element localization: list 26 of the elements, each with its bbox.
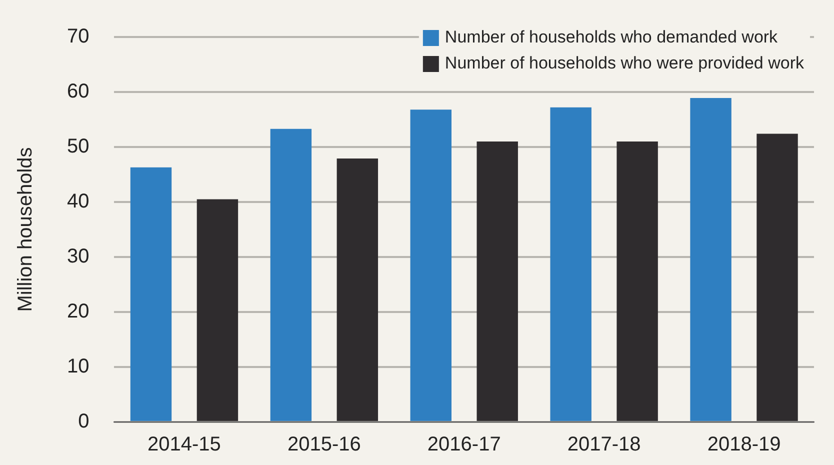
legend-label: Number of households who demanded work: [444, 28, 778, 47]
bar: [690, 98, 732, 421]
legend-label: Number of households who were provided work: [444, 54, 804, 73]
y-tick-label: 30: [66, 246, 90, 268]
y-tick-label: 70: [66, 26, 90, 48]
bar: [616, 142, 658, 421]
bar: [336, 158, 378, 421]
x-tick-label: 2015-16: [287, 434, 361, 456]
bar: [270, 128, 312, 421]
bar: [476, 142, 518, 421]
bar: [196, 199, 238, 421]
y-tick-label: 10: [66, 356, 90, 378]
bar: [410, 110, 452, 421]
y-axis-title: Million households: [14, 147, 37, 312]
x-tick-label: 2014-15: [148, 434, 221, 456]
bar: [130, 167, 172, 421]
bar: [756, 134, 798, 421]
y-tick-label: 50: [66, 136, 90, 158]
x-tick-label: 2017-18: [567, 434, 641, 456]
y-tick-label: 60: [66, 80, 90, 103]
y-tick-label: 20: [66, 300, 90, 323]
x-tick-label: 2018-19: [707, 434, 781, 456]
x-tick-label: 2016-17: [427, 434, 501, 456]
y-tick-label: 0: [78, 410, 90, 433]
y-tick-label: 40: [66, 190, 90, 213]
bar: [550, 107, 592, 421]
